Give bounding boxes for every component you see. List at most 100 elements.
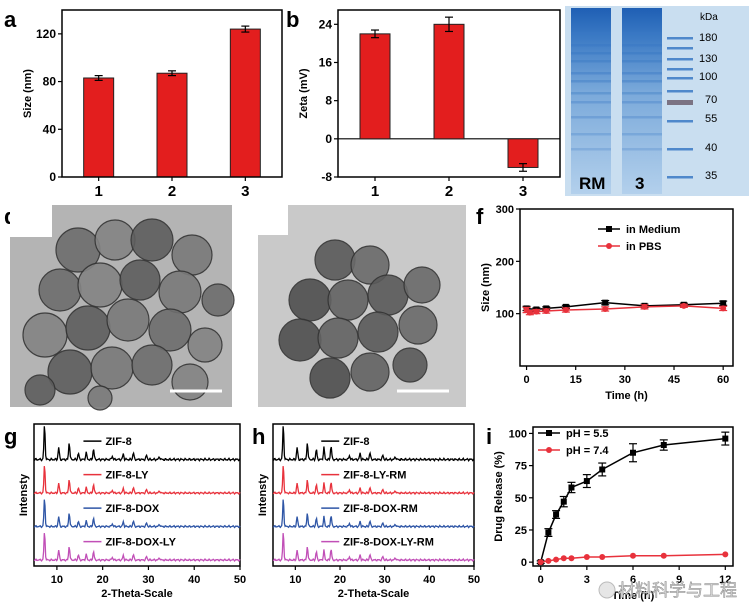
gel-band [571,148,611,151]
gel-band [571,52,611,55]
y-tick-label: 100 [496,309,514,321]
data-point [680,302,687,309]
x-tick-label: 30 [619,374,631,386]
data-point [553,556,560,563]
data-point [568,484,575,491]
legend-label: in PBS [626,241,661,253]
gel-lane-label-3: 3 [635,174,644,193]
legend-label: ZIF-8-LY [105,470,149,482]
x-tick-label: 50 [234,574,246,586]
nanoparticle [309,357,351,399]
gel-band [622,148,662,151]
legend-label: ZIF-8-DOX-LY-RM [343,537,434,549]
y-tick-label: 100 [509,428,527,440]
ladder-band [667,120,693,123]
x-tick-label: 2 [168,183,176,200]
gel-band [622,92,662,95]
tem-e-particles [278,239,441,399]
legend-label: pH = 7.4 [566,445,609,457]
x-tick-label: 3 [584,574,590,586]
data-point [537,559,544,566]
x-tick-label: 40 [188,574,200,586]
data-point [720,300,727,307]
data-point [630,449,636,456]
chart-b: 1 2 3 -8 0 8 16 24 Zeta (mV) [298,9,561,200]
data-point [599,553,606,560]
gel-band [622,52,662,55]
watermark-text: 材料科学与工程 [618,581,737,600]
gel-band [622,116,662,119]
legend-label: ZIF-8-DOX-LY [105,537,176,549]
data-point [560,555,567,562]
data-point [553,511,560,518]
y-tick-label: 16 [319,55,333,69]
gel-band [622,32,662,35]
x-tick-label: 1 [371,183,379,200]
y-tick-label: 0 [49,170,56,184]
series-line [540,553,726,563]
nanoparticle [392,347,428,383]
tem-image-e [258,205,466,407]
x-axis-label: Time (h) [612,590,655,602]
series-line [526,305,724,314]
bar [359,33,391,140]
gel-kda-label: kDa [700,12,718,23]
data-point [568,555,575,562]
plot-frame [337,9,561,178]
nanoparticle [171,234,213,276]
gel-band [571,116,611,119]
legend-label: ZIF-8-LY-RM [343,470,406,482]
y-tick-label: 25 [515,525,527,537]
x-tick-label: 9 [676,574,682,586]
chart-h: 10 20 30 40 50 2-Theta-Scale Intensty ZIF-8 ZIF-… [257,423,480,600]
legend-label: ZIF-8-DOX [105,503,159,515]
nanoparticle [65,305,111,351]
data-point [560,498,567,505]
nanoparticle [106,298,150,342]
x-axis-label: 2-Theta-Scale [338,588,410,600]
nanoparticle [201,283,235,317]
nanoparticle [77,262,123,308]
y-tick-label: 24 [319,17,333,31]
data-point [545,529,552,536]
x-tick-label: 45 [668,374,680,386]
panel-letter-g: g [4,424,17,449]
y-tick-label: 8 [325,94,332,108]
y-tick-label: 200 [496,256,514,268]
x-tick-label: 12 [719,574,731,586]
data-point [562,307,569,314]
xrd-pattern [33,426,241,462]
gel-band [571,92,611,95]
ladder-band [667,148,693,151]
nanoparticle [90,346,134,390]
ladder-band [667,58,693,61]
x-tick-label: 1 [94,183,102,200]
gel-band [622,133,662,136]
xrd-pattern [272,533,475,563]
xrd-pattern [33,499,241,529]
x-tick-label: 0 [538,574,544,586]
y-tick-label: 0 [325,132,332,146]
y-tick-label: 75 [515,461,527,473]
x-tick-label: 0 [523,374,529,386]
x-tick-label: 10 [289,574,301,586]
legend-marker [606,226,612,232]
gel-band [571,133,611,136]
marker-label: 70 [705,94,717,106]
nanoparticle [367,274,409,316]
gel-band [622,60,662,63]
ladder-band [667,68,693,71]
data-point [545,557,552,564]
nanoparticle [148,308,192,352]
gel-lane-label-rm: RM [579,174,605,193]
y-axis-label: Intensty [257,473,269,516]
gel-lane-rm [571,8,611,194]
x-tick-label: 30 [379,574,391,586]
legend-label: ZIF-8 [105,436,131,448]
data-point [660,442,667,449]
bar [433,23,465,140]
x-tick-label: 6 [630,574,636,586]
y-axis-label: Intensty [18,473,30,516]
gel-band [571,72,611,75]
x-axis-label: 2-Theta-Scale [101,588,173,600]
